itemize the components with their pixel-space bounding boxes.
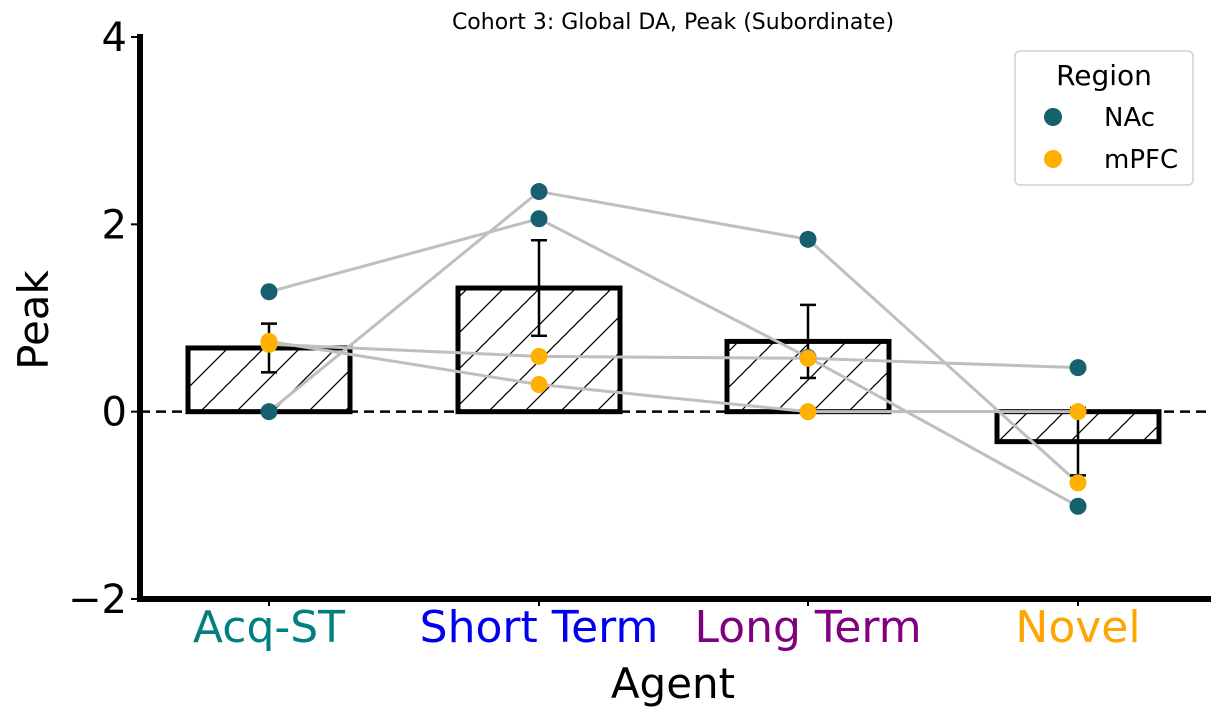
point-mpfc-4-2	[530, 376, 548, 394]
point-nac-1-2	[530, 210, 548, 228]
y-tick-label: 0	[102, 390, 127, 436]
point-nac-2-2	[530, 183, 548, 201]
y-tick-label: −2	[68, 577, 127, 623]
point-nac-1-4	[1069, 497, 1087, 515]
legend-marker-mpfc	[1044, 150, 1062, 168]
y-ticks: −2 0 2 4	[68, 15, 140, 623]
subject-line-2	[268, 189, 1080, 484]
point-nac-1-1	[260, 283, 278, 301]
y-tick-label: 2	[102, 202, 127, 248]
subject-line-1	[268, 217, 1079, 508]
x-tick-label: Novel	[1015, 602, 1140, 653]
legend-title: Region	[1056, 59, 1152, 92]
y-tick-label: 4	[102, 15, 127, 61]
legend-label-mpfc: mPFC	[1104, 145, 1178, 175]
point-nac-1-3	[799, 230, 817, 248]
plot-area	[140, 183, 1211, 515]
x-tick-label: Short Term	[420, 602, 659, 653]
chart-title: Cohort 3: Global DA, Peak (Subordinate)	[452, 10, 894, 35]
subject-line-4	[268, 339, 1078, 414]
legend: Region NAc mPFC	[1014, 50, 1194, 186]
x-tick-label: Acq-ST	[193, 602, 345, 653]
point-nac-2-4	[1069, 359, 1087, 377]
point-mpfc-3-3	[799, 349, 817, 367]
point-mpfc-3-2	[530, 347, 548, 365]
legend-box	[1014, 50, 1194, 186]
axes	[137, 34, 1211, 602]
subject-line-3	[268, 342, 1079, 370]
point-mpfc-4-3	[799, 403, 817, 421]
x-ticks: Acq-ST Short Term Long Term Novel	[193, 599, 1141, 653]
point-mpfc-4-4	[1069, 403, 1087, 421]
x-axis-title: Agent	[611, 659, 735, 708]
y-axis-title: Peak	[9, 269, 58, 369]
error-bar-2	[531, 239, 547, 338]
point-nac-2-1	[260, 403, 278, 421]
point-mpfc-3-4	[1069, 474, 1087, 492]
point-mpfc-4-1	[260, 332, 278, 350]
x-tick-label: Long Term	[694, 602, 921, 653]
legend-label-nac: NAc	[1104, 103, 1155, 133]
legend-marker-nac	[1044, 108, 1062, 126]
